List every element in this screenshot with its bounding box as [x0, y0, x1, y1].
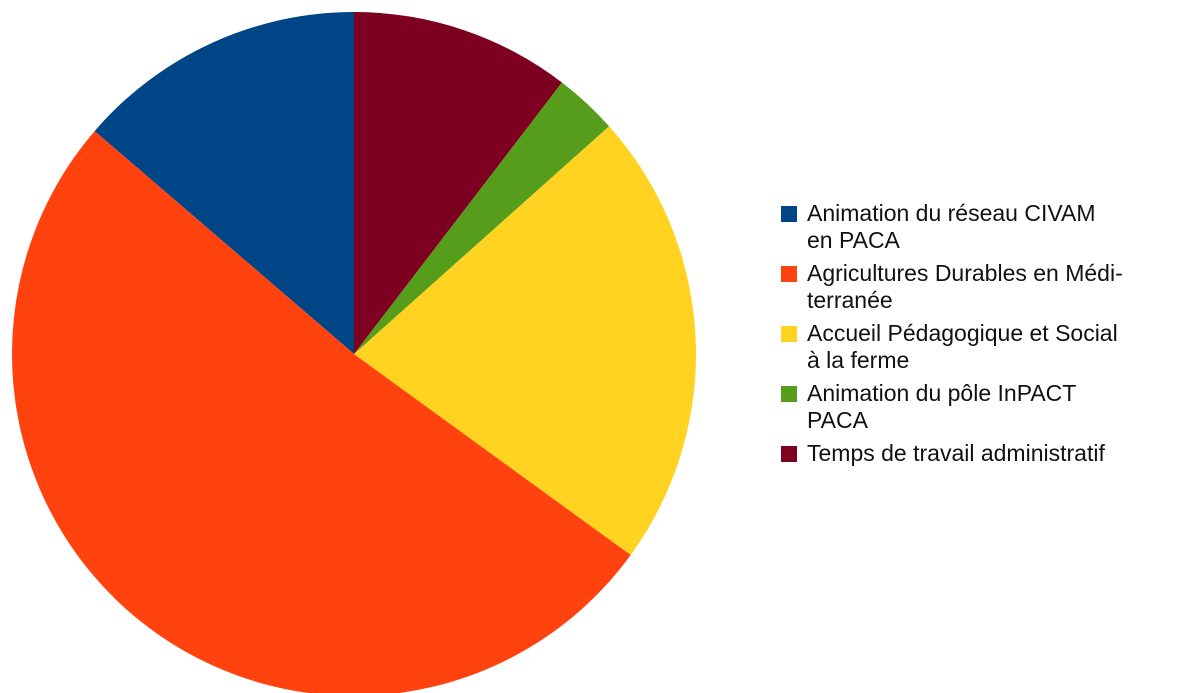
pie-slice-1 [94, 12, 354, 354]
legend-label-line: Agricultures Durables en Médi- [807, 260, 1123, 286]
legend-label: Agricultures Durables en Médi-terranée [807, 260, 1167, 314]
legend-item: Temps de travail administratif [781, 440, 1181, 467]
legend-item: Agricultures Durables en Médi-terranée [781, 260, 1181, 314]
legend-label: Animation du pôle InPACT PACA [807, 380, 1167, 434]
legend-label-line: en PACA [807, 227, 900, 253]
pie-slice-2 [11, 131, 631, 693]
legend-label: Accueil Pédagogique et Social à la ferme [807, 320, 1167, 374]
legend-item: Animation du pôle InPACT PACA [781, 380, 1181, 434]
legend-item: Accueil Pédagogique et Social à la ferme [781, 320, 1181, 374]
legend-swatch [781, 446, 797, 462]
legend-item: Animation du réseau CIVAM en PACA [781, 200, 1181, 254]
legend-swatch [781, 206, 797, 222]
legend-swatch [781, 326, 797, 342]
pie-slice-4 [354, 82, 610, 355]
pie-slice-3 [354, 126, 696, 556]
legend-label-line: terranée [807, 287, 893, 313]
legend-label-line: à la ferme [807, 347, 910, 373]
legend-label: Temps de travail administratif [807, 440, 1167, 467]
legend-label-line: Accueil Pédagogique et Social [807, 320, 1118, 346]
legend-label-line: Animation du réseau CIVAM [807, 200, 1096, 226]
legend-swatch [781, 386, 797, 402]
legend-label-line: Animation du pôle InPACT [807, 380, 1077, 406]
legend-label-line: PACA [807, 407, 868, 433]
legend-label: Animation du réseau CIVAM en PACA [807, 200, 1167, 254]
pie-slice-5 [354, 12, 562, 354]
legend-label-line: Temps de travail administratif [807, 440, 1105, 466]
pie-chart [11, 12, 696, 693]
pie-slices [11, 12, 696, 693]
chart-legend: Animation du réseau CIVAM en PACA Agricult… [781, 200, 1181, 473]
legend-swatch [781, 266, 797, 282]
